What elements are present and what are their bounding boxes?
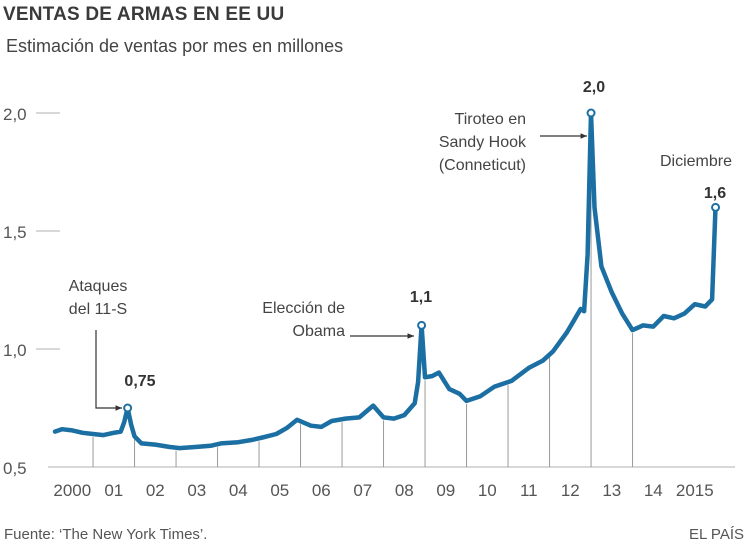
peak-marker bbox=[417, 320, 427, 330]
peak-marker bbox=[711, 202, 721, 212]
annotation-arrow-head bbox=[580, 133, 587, 139]
annotation-text: Ataques bbox=[69, 278, 128, 295]
chart-title: VENTAS DE ARMAS EN EE UU bbox=[3, 4, 285, 25]
x-tick-label: 01 bbox=[104, 481, 123, 500]
annotation-text: Sandy Hook bbox=[439, 134, 527, 151]
source-note: Fuente: ‘The New York Times’. bbox=[4, 526, 208, 543]
x-tick-label: 14 bbox=[644, 481, 663, 500]
annotation-text: del 11-S bbox=[69, 301, 127, 318]
x-tick-label: 03 bbox=[187, 481, 206, 500]
peak-marker bbox=[586, 108, 596, 118]
brand-logo: EL PAÍS bbox=[688, 526, 744, 543]
x-tick-label: 04 bbox=[229, 481, 248, 500]
annotation-text: Obama bbox=[293, 323, 346, 340]
x-tick-label: 13 bbox=[602, 481, 621, 500]
peak-value-label: 0,75 bbox=[124, 373, 155, 390]
annotation-arrow-head bbox=[407, 333, 414, 339]
x-tick-label: 07 bbox=[353, 481, 372, 500]
y-tick-label: 0,5 bbox=[3, 459, 27, 478]
x-tick-label: 02 bbox=[146, 481, 165, 500]
peak-value-label: 2,0 bbox=[583, 79, 605, 96]
annotation-arrow bbox=[95, 330, 122, 409]
chart-subtitle: Estimación de ventas por mes en millones bbox=[6, 36, 344, 56]
x-tick-label: 12 bbox=[561, 481, 580, 500]
x-tick-label: 11 bbox=[520, 481, 538, 500]
x-axis: 2000 01 02 03 04 05 06 07 08 09 10 11 12 13 14 2015 bbox=[53, 481, 713, 500]
annotation-arrow-head bbox=[115, 405, 122, 411]
y-axis: 0,5 1,0 1,5 2,0 bbox=[3, 105, 60, 478]
y-tick-label: 2,0 bbox=[3, 105, 27, 124]
y-tick-label: 1,5 bbox=[3, 223, 27, 242]
annotation-text: Tiroteo en bbox=[455, 111, 526, 128]
x-tick-label: 2015 bbox=[676, 481, 714, 500]
peak-value-label: 1,1 bbox=[410, 289, 432, 306]
series-line bbox=[52, 110, 718, 451]
annotation-text: Elección de bbox=[262, 300, 345, 317]
series-layer bbox=[52, 110, 718, 451]
x-tick-label: 10 bbox=[478, 481, 497, 500]
x-tick-label: 06 bbox=[312, 481, 331, 500]
annotation-text: (Conneticut) bbox=[439, 157, 526, 174]
y-tick-label: 1,0 bbox=[3, 341, 27, 360]
annotation-text: Diciembre bbox=[660, 153, 732, 170]
peak-marker bbox=[123, 403, 133, 413]
x-tick-label: 2000 bbox=[53, 481, 91, 500]
x-tick-label: 09 bbox=[436, 481, 455, 500]
peak-value-label: 1,6 bbox=[704, 185, 726, 202]
x-tick-label: 05 bbox=[270, 481, 289, 500]
x-tick-label: 08 bbox=[395, 481, 414, 500]
gridlines bbox=[48, 116, 735, 468]
annotations: 0,75 Ataques del 11-S 1,1 Elección de Obama 2,… bbox=[69, 79, 732, 413]
